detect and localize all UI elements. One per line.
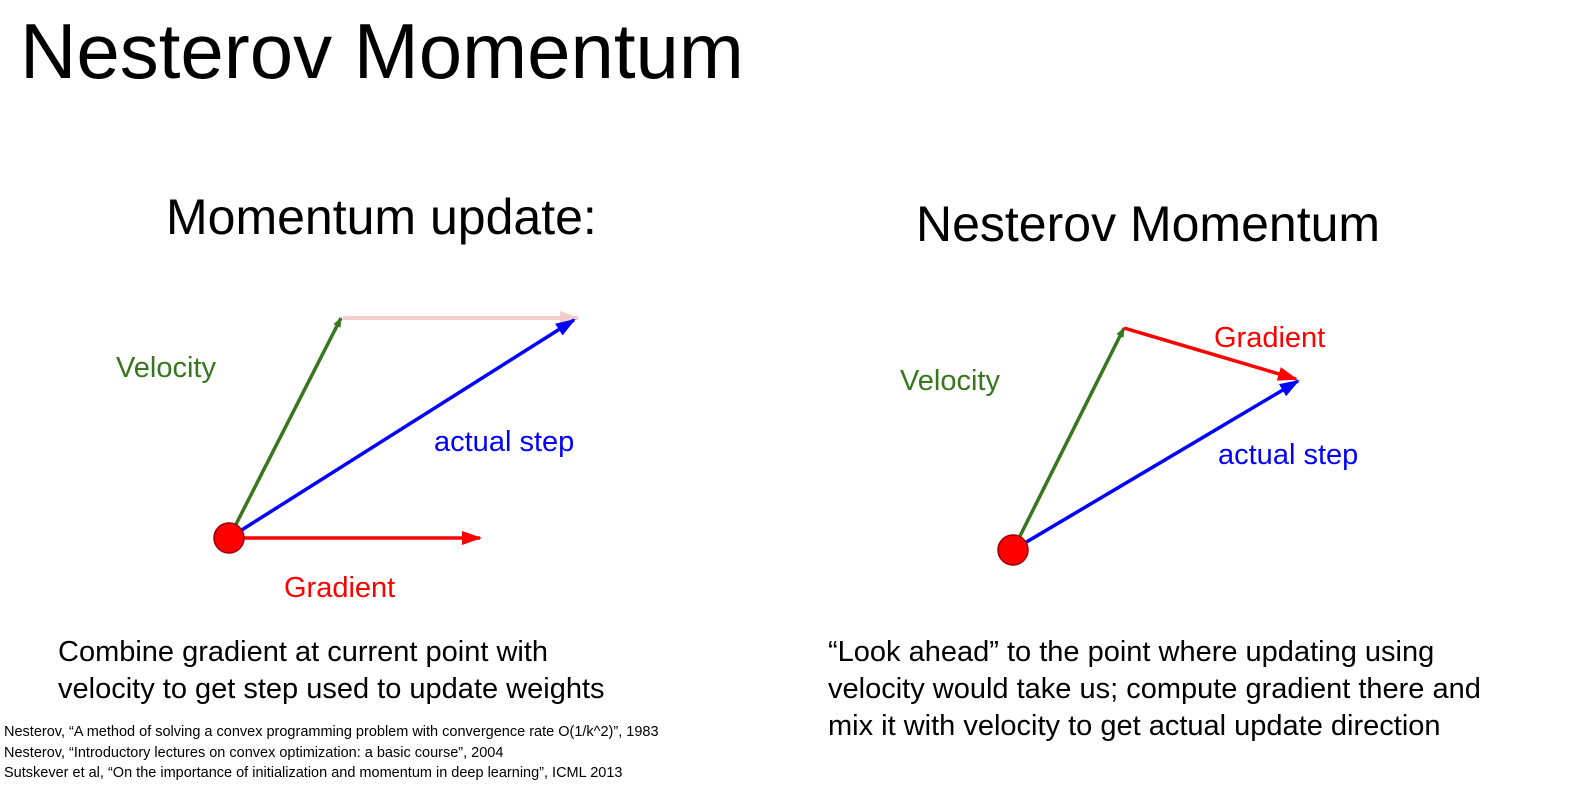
velocity-arrow: [227, 317, 343, 539]
nesterov-description: “Look ahead” to the point where updating…: [828, 634, 1481, 745]
velocity-label: Velocity: [900, 365, 1000, 397]
references: Nesterov, “A method of solving a convex …: [4, 722, 659, 784]
description-line: Combine gradient at current point with: [58, 636, 549, 668]
slide-title: Nesterov Momentum: [20, 7, 744, 95]
reference-item: Nesterov, “A method of solving a convex …: [4, 724, 659, 740]
actual-step-arrow: [1012, 379, 1300, 552]
reference-item: Sutskever et al, “On the importance of i…: [4, 765, 623, 781]
momentum-description: Combine gradient at current point with v…: [58, 634, 605, 708]
description-line: velocity to get step used to update weig…: [58, 673, 605, 705]
nesterov-momentum-diagram: [997, 326, 1300, 566]
momentum-update-title: Momentum update:: [166, 189, 597, 245]
actual-step-arrow: [228, 318, 576, 540]
momentum-update-diagram: [213, 311, 580, 554]
actual-step-label: actual step: [1218, 439, 1359, 471]
lookahead-gradient-arrow: [1123, 326, 1298, 381]
current-point: [213, 522, 245, 554]
description-line: velocity would take us; compute gradient…: [828, 673, 1481, 705]
gradient-label: Gradient: [1214, 322, 1326, 354]
velocity-arrow: [1011, 327, 1126, 551]
description-line: “Look ahead” to the point where updating…: [828, 636, 1435, 668]
velocity-label: Velocity: [116, 352, 216, 384]
nesterov-momentum-title: Nesterov Momentum: [916, 196, 1381, 252]
gradient-label: Gradient: [284, 572, 396, 604]
actual-step-label: actual step: [434, 426, 575, 458]
reference-item: Nesterov, “Introductory lectures on conv…: [4, 744, 504, 761]
description-line: mix it with velocity to get actual updat…: [828, 710, 1441, 742]
current-point: [997, 534, 1029, 566]
